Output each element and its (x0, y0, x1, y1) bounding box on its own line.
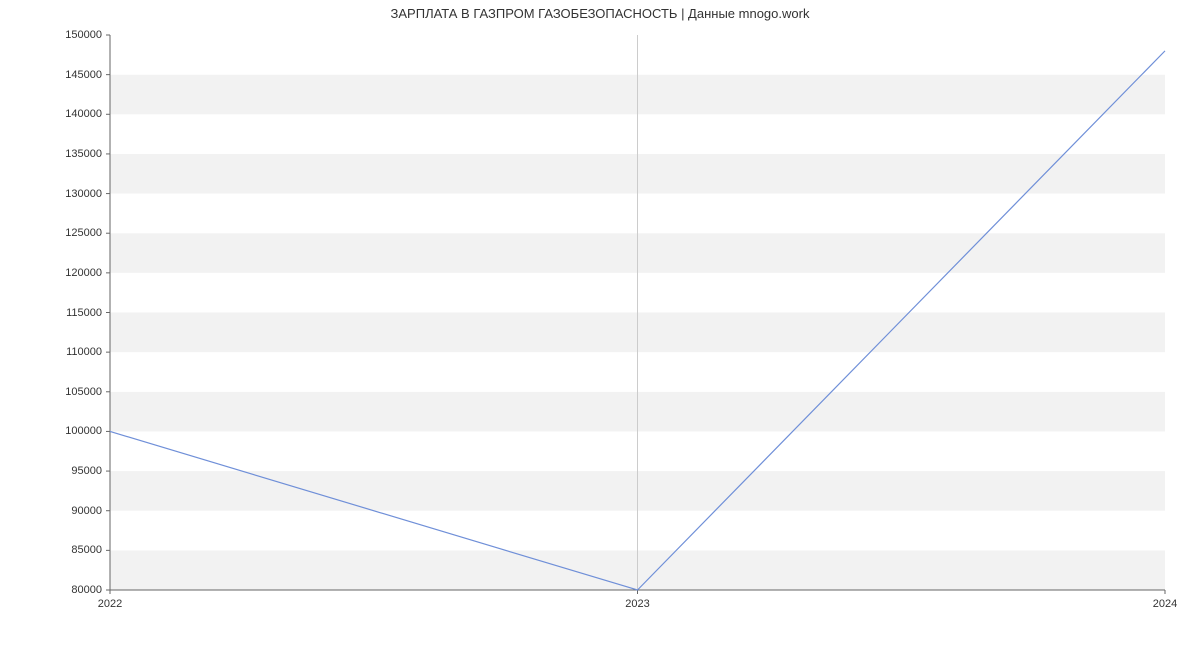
y-tick-label: 115000 (66, 307, 102, 319)
chart-container: ЗАРПЛАТА В ГАЗПРОМ ГАЗОБЕЗОПАСНОСТЬ | Да… (0, 0, 1200, 650)
y-tick-label: 145000 (65, 69, 102, 81)
y-tick-label: 125000 (65, 227, 102, 239)
y-tick-label: 120000 (65, 267, 102, 279)
y-tick-label: 140000 (65, 108, 102, 120)
x-tick-label: 2022 (98, 598, 122, 610)
x-tick-label: 2023 (625, 598, 649, 610)
y-tick-label: 100000 (65, 425, 102, 437)
y-tick-label: 105000 (65, 386, 102, 398)
y-tick-label: 95000 (71, 465, 102, 477)
y-tick-label: 150000 (65, 29, 102, 41)
y-tick-label: 135000 (65, 148, 102, 160)
y-tick-label: 80000 (71, 584, 102, 596)
y-tick-label: 90000 (71, 505, 102, 517)
x-tick-label: 2024 (1153, 598, 1177, 610)
plot-svg (110, 35, 1165, 590)
y-tick-label: 130000 (65, 188, 102, 200)
y-tick-label: 85000 (71, 544, 102, 556)
plot-area: 8000085000900009500010000010500011000011… (110, 35, 1165, 590)
y-tick-label: 110000 (66, 346, 102, 358)
chart-title: ЗАРПЛАТА В ГАЗПРОМ ГАЗОБЕЗОПАСНОСТЬ | Да… (0, 6, 1200, 21)
